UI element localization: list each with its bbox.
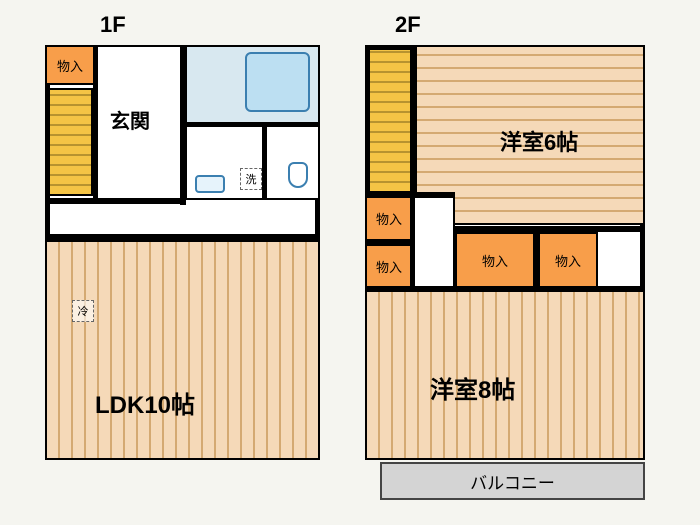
wall — [93, 45, 98, 200]
wall — [365, 192, 455, 197]
wall — [185, 122, 320, 127]
room-closet: 物入 — [365, 196, 413, 241]
wall — [45, 234, 320, 240]
room-closet: 物入 — [45, 45, 95, 85]
room-stairs — [368, 48, 412, 193]
wall — [533, 230, 538, 288]
room-plain — [413, 196, 455, 288]
room-flooring — [45, 240, 320, 460]
wall — [455, 226, 645, 232]
wall — [365, 286, 645, 291]
wall — [45, 198, 183, 204]
room-label: LDK10帖 — [95, 385, 195, 420]
room-stairs — [48, 88, 93, 196]
room-label: 洋室8帖 — [430, 370, 515, 405]
room-label: 玄関 — [110, 105, 150, 134]
room-label: 洋室6帖 — [500, 125, 578, 157]
wall — [262, 125, 267, 200]
bathtub — [245, 52, 310, 112]
floor-label: 2F — [395, 12, 421, 38]
room-closet: 物入 — [455, 232, 535, 288]
wall — [410, 45, 415, 290]
wall — [365, 240, 413, 245]
sink — [195, 175, 225, 193]
room-closet: 物入 — [365, 244, 413, 288]
toilet — [288, 162, 308, 188]
room-closet: 物入 — [538, 232, 598, 288]
appliance-marker: 冷 — [72, 300, 94, 322]
floor-label: 1F — [100, 12, 126, 38]
appliance-marker: 洗 — [240, 168, 262, 190]
balcony: バルコニー — [380, 462, 645, 500]
